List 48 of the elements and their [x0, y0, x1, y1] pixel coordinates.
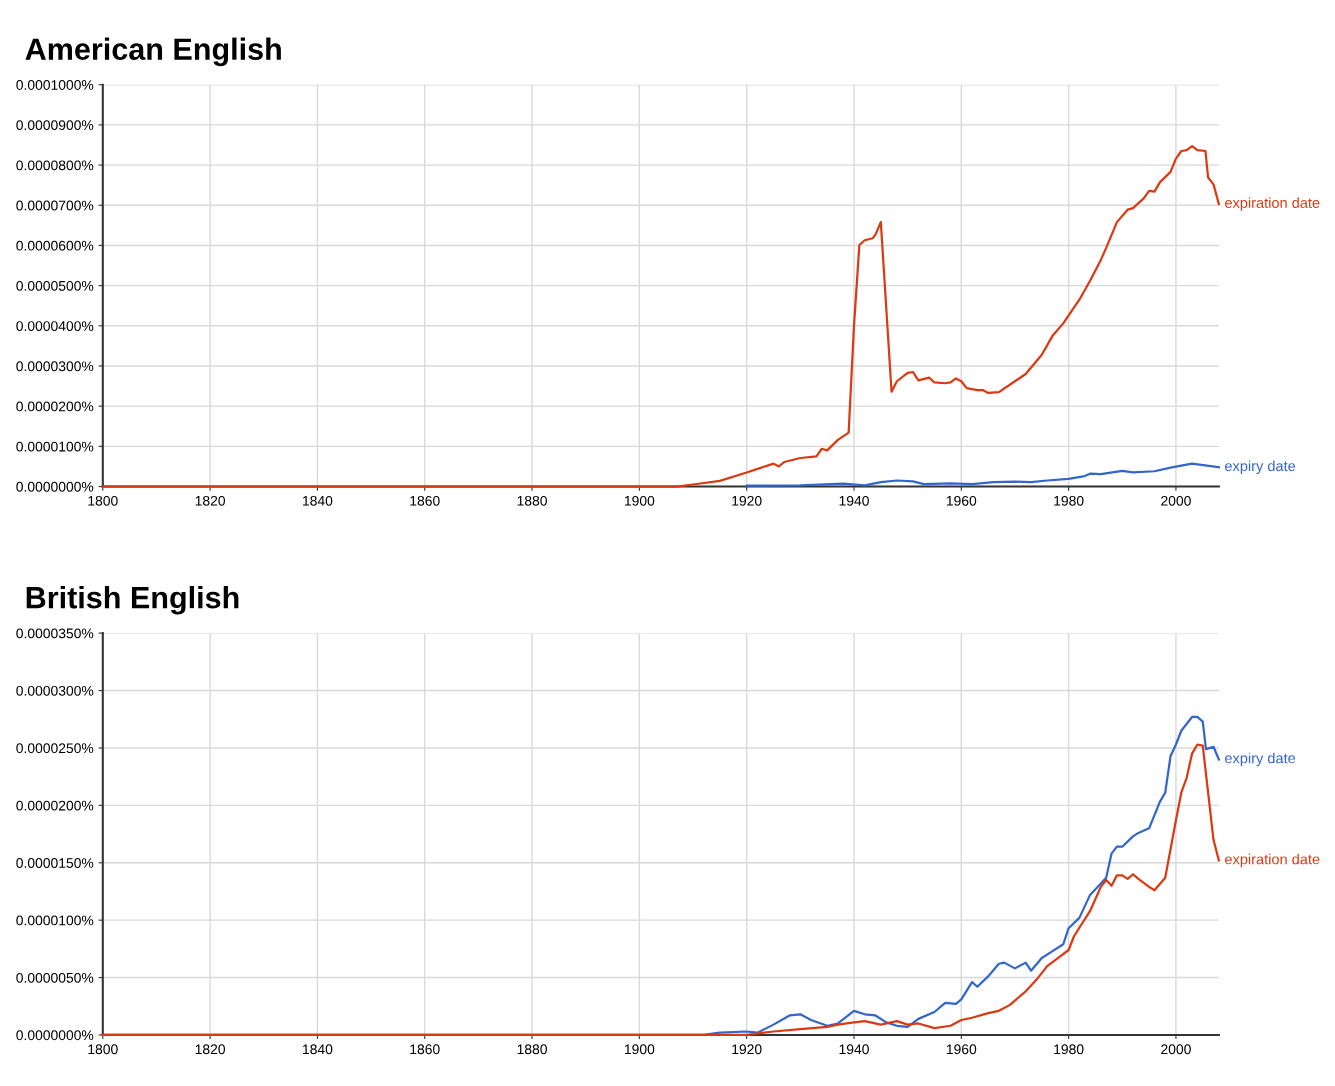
y-tick-label: 0.0000050% — [16, 972, 94, 983]
y-tick-label: 0.0000600% — [16, 240, 94, 251]
series-label: expiry date — [1225, 460, 1296, 475]
line-series — [745, 462, 1220, 487]
series-label: expiry date — [1225, 752, 1296, 767]
x-tick-label: 1860 — [410, 1044, 440, 1055]
x-tick-label: 1940 — [839, 1044, 869, 1055]
y-tick-label: 0.0000250% — [16, 743, 94, 754]
x-tick-label: 1860 — [410, 495, 440, 506]
y-tick-label: 0.0000200% — [16, 800, 94, 811]
y-tick-label: 0.0000350% — [16, 628, 94, 639]
x-tick-label: 1820 — [195, 1044, 226, 1055]
x-tick-label: 1880 — [517, 495, 547, 506]
y-tick-label: 0.0000000% — [16, 1030, 94, 1041]
x-tick-label: 1800 — [88, 1044, 118, 1055]
x-tick-label: 1920 — [732, 1044, 762, 1055]
series-label: expiration date — [1225, 853, 1320, 868]
y-tick-label: 0.0000700% — [16, 200, 94, 211]
x-tick-label: 1800 — [88, 495, 118, 506]
y-tick-label: 0.0000000% — [16, 481, 94, 492]
y-tick-label: 0.0000300% — [16, 361, 94, 372]
x-tick-label: 1980 — [1054, 1044, 1084, 1055]
x-tick-label: 2000 — [1161, 495, 1191, 506]
x-tick-label: 1820 — [195, 495, 226, 506]
x-tick-label: 1960 — [946, 1044, 977, 1055]
y-tick-label: 0.0000500% — [16, 280, 94, 291]
y-tick-label: 0.0001000% — [16, 80, 94, 90]
y-tick-label: 0.0000200% — [16, 401, 94, 412]
y-tick-label: 0.0000150% — [16, 858, 94, 868]
y-tick-label: 0.0000300% — [16, 685, 94, 696]
chart-title: British English — [26, 585, 239, 615]
chart-title: American English — [25, 37, 281, 67]
y-tick-label: 0.0000400% — [16, 321, 94, 331]
x-tick-label: 1900 — [624, 1044, 655, 1055]
y-tick-label: 0.0000100% — [16, 915, 94, 926]
x-tick-label: 1840 — [303, 495, 333, 506]
x-tick-label: 1980 — [1054, 495, 1084, 506]
x-tick-label: 1900 — [624, 495, 655, 506]
x-tick-label: 1920 — [732, 495, 762, 506]
x-tick-label: 1840 — [303, 1044, 333, 1055]
y-tick-label: 0.0000100% — [16, 441, 94, 452]
y-tick-label: 0.0000900% — [16, 120, 94, 131]
x-tick-label: 1880 — [517, 1044, 547, 1055]
series-label: expiration date — [1225, 197, 1320, 211]
x-tick-label: 1960 — [946, 495, 977, 506]
x-tick-label: 1940 — [839, 495, 869, 506]
y-tick-label: 0.0000800% — [16, 160, 94, 171]
x-tick-label: 2000 — [1161, 1044, 1191, 1055]
